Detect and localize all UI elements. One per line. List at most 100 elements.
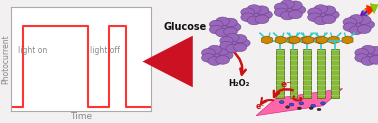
Circle shape: [247, 16, 261, 25]
Polygon shape: [287, 36, 298, 44]
Circle shape: [241, 8, 255, 16]
Circle shape: [279, 101, 284, 104]
Polygon shape: [301, 36, 312, 44]
Circle shape: [349, 26, 363, 35]
Circle shape: [361, 45, 375, 54]
Circle shape: [321, 102, 325, 105]
Circle shape: [234, 35, 247, 43]
Circle shape: [325, 10, 339, 19]
Circle shape: [274, 8, 288, 17]
Circle shape: [369, 56, 378, 64]
Circle shape: [224, 27, 237, 36]
Polygon shape: [289, 36, 300, 44]
Circle shape: [355, 54, 369, 62]
Circle shape: [237, 39, 250, 47]
Circle shape: [216, 22, 233, 32]
Circle shape: [216, 28, 229, 37]
Bar: [290, 49, 297, 98]
Circle shape: [369, 46, 378, 55]
Circle shape: [227, 23, 241, 31]
Bar: [303, 49, 311, 98]
Circle shape: [362, 50, 378, 61]
Polygon shape: [303, 36, 314, 44]
Circle shape: [343, 23, 357, 31]
Circle shape: [226, 44, 239, 53]
Circle shape: [201, 54, 215, 62]
Circle shape: [292, 6, 306, 14]
Circle shape: [220, 41, 233, 50]
Polygon shape: [262, 36, 273, 44]
Bar: [276, 49, 284, 98]
Circle shape: [311, 104, 316, 107]
Circle shape: [280, 0, 294, 8]
Circle shape: [234, 43, 247, 52]
Circle shape: [322, 6, 336, 15]
Polygon shape: [314, 36, 325, 44]
Text: light off: light off: [90, 46, 119, 55]
Polygon shape: [342, 36, 353, 44]
Polygon shape: [143, 36, 193, 87]
Bar: [331, 49, 339, 98]
Circle shape: [259, 10, 272, 19]
Circle shape: [288, 1, 302, 10]
Circle shape: [220, 37, 233, 45]
Circle shape: [248, 9, 265, 20]
Text: e⁻: e⁻: [256, 102, 265, 111]
Circle shape: [308, 8, 321, 16]
Circle shape: [281, 5, 298, 15]
Circle shape: [208, 50, 225, 61]
Circle shape: [289, 103, 294, 106]
Circle shape: [241, 13, 255, 22]
Circle shape: [317, 108, 321, 111]
Circle shape: [309, 107, 313, 109]
Circle shape: [226, 33, 239, 42]
Circle shape: [355, 48, 369, 57]
Circle shape: [288, 10, 302, 19]
Circle shape: [308, 13, 321, 22]
Circle shape: [255, 6, 269, 15]
Circle shape: [349, 15, 363, 23]
Circle shape: [350, 19, 367, 30]
Circle shape: [209, 25, 223, 34]
Circle shape: [361, 20, 375, 29]
Circle shape: [209, 20, 223, 29]
Circle shape: [226, 38, 243, 48]
Circle shape: [314, 5, 328, 13]
Y-axis label: Photocurrent: Photocurrent: [1, 34, 10, 84]
Circle shape: [255, 15, 269, 24]
Circle shape: [357, 16, 371, 24]
Circle shape: [280, 11, 294, 20]
X-axis label: Time: Time: [70, 112, 92, 121]
Polygon shape: [256, 89, 342, 116]
Circle shape: [208, 45, 222, 54]
Text: Glucose: Glucose: [163, 22, 206, 32]
Circle shape: [224, 18, 237, 27]
Circle shape: [274, 3, 288, 12]
Circle shape: [201, 48, 215, 57]
Circle shape: [314, 9, 331, 20]
Text: e⁻: e⁻: [280, 80, 291, 89]
Circle shape: [297, 107, 301, 109]
Circle shape: [357, 25, 371, 33]
Circle shape: [286, 106, 290, 108]
Polygon shape: [328, 36, 339, 44]
Circle shape: [299, 102, 304, 105]
Text: H₂O₂: H₂O₂: [229, 79, 250, 88]
Polygon shape: [316, 36, 327, 44]
Polygon shape: [366, 5, 376, 15]
Polygon shape: [370, 4, 378, 14]
Text: light on: light on: [18, 46, 48, 55]
Circle shape: [361, 57, 375, 65]
Circle shape: [219, 51, 233, 60]
Circle shape: [216, 17, 229, 26]
Circle shape: [247, 5, 261, 13]
Circle shape: [216, 56, 229, 64]
Circle shape: [343, 18, 357, 26]
Bar: [317, 49, 325, 98]
Circle shape: [322, 15, 336, 24]
Circle shape: [208, 57, 222, 65]
Circle shape: [216, 46, 229, 55]
Circle shape: [373, 51, 378, 60]
Circle shape: [314, 16, 328, 25]
Polygon shape: [275, 36, 286, 44]
